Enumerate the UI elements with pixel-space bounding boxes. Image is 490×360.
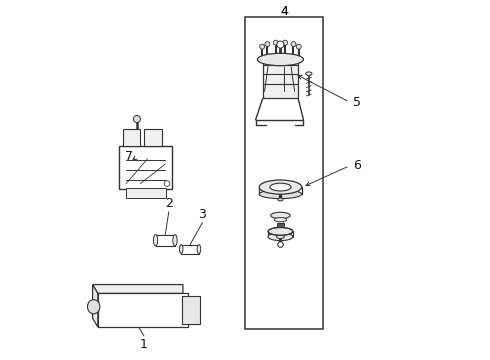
FancyBboxPatch shape	[263, 61, 298, 99]
Bar	[144, 129, 162, 146]
Circle shape	[133, 116, 141, 123]
Ellipse shape	[276, 235, 284, 238]
Bar	[122, 129, 141, 146]
Ellipse shape	[268, 233, 293, 240]
Circle shape	[291, 42, 296, 46]
Ellipse shape	[87, 300, 100, 314]
Ellipse shape	[278, 198, 283, 201]
Ellipse shape	[259, 180, 302, 194]
Ellipse shape	[179, 245, 183, 253]
Bar	[181, 245, 199, 253]
Bar	[98, 293, 188, 327]
Ellipse shape	[274, 217, 287, 222]
Bar	[119, 146, 172, 189]
Circle shape	[164, 181, 170, 186]
Circle shape	[260, 44, 265, 49]
FancyBboxPatch shape	[125, 188, 166, 198]
Ellipse shape	[268, 228, 293, 235]
Bar	[245, 17, 323, 329]
Ellipse shape	[306, 72, 312, 76]
Ellipse shape	[270, 212, 290, 219]
Text: 1: 1	[140, 338, 148, 351]
Text: 4: 4	[280, 5, 288, 18]
Circle shape	[277, 41, 284, 48]
Text: 7: 7	[125, 150, 133, 163]
Circle shape	[283, 40, 288, 45]
Text: 3: 3	[198, 208, 206, 221]
Polygon shape	[93, 284, 183, 293]
Ellipse shape	[173, 235, 177, 246]
Text: 4: 4	[280, 5, 288, 18]
Ellipse shape	[257, 53, 303, 66]
Text: 2: 2	[165, 197, 173, 210]
Polygon shape	[93, 284, 98, 327]
Ellipse shape	[197, 245, 201, 253]
Circle shape	[296, 44, 301, 49]
Circle shape	[273, 40, 278, 45]
Ellipse shape	[278, 243, 283, 245]
Bar	[277, 222, 284, 235]
Ellipse shape	[153, 235, 158, 246]
Circle shape	[265, 42, 270, 46]
Text: 5: 5	[353, 95, 361, 108]
Text: 6: 6	[353, 159, 361, 172]
Bar	[155, 235, 175, 246]
Ellipse shape	[270, 183, 291, 191]
FancyBboxPatch shape	[182, 296, 199, 324]
Ellipse shape	[259, 190, 302, 199]
